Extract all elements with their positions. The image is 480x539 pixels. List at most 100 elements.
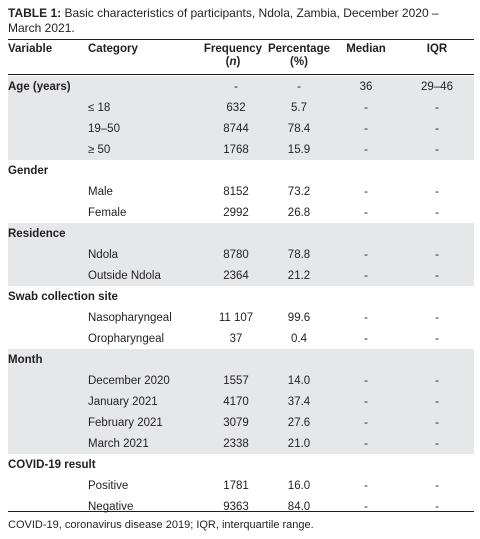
table-footnote: COVID-19, coronavirus disease 2019; IQR,… — [8, 519, 314, 531]
median-cell: - — [364, 396, 368, 408]
section-label: Residence — [8, 228, 66, 240]
table-row: Female 2992 26.8 - - — [8, 202, 474, 223]
shaded-band — [8, 76, 474, 160]
category-cell: December 2020 — [88, 375, 170, 387]
header-frequency: Frequency (n) — [198, 43, 268, 69]
frequency-cell: 8152 — [223, 186, 249, 198]
percentage-cell: 21.2 — [287, 270, 311, 282]
percentage-cell: 15.9 — [287, 144, 311, 156]
frequency-cell: 2992 — [223, 207, 249, 219]
category-cell: Oropharyngeal — [88, 333, 165, 345]
section-row: Age (years) - - 36 29–46 — [8, 76, 474, 97]
table-row: 19–50 8744 78.4 - - — [8, 118, 474, 139]
frequency-cell: 8744 — [223, 123, 249, 135]
table-row: ≥ 50 1768 15.9 - - — [8, 139, 474, 160]
table-row: February 2021 3079 27.6 - - — [8, 412, 474, 433]
category-cell: Ndola — [88, 249, 119, 261]
category-cell: ≤ 18 — [88, 102, 111, 114]
header-variable: Variable — [8, 43, 53, 55]
median-cell: - — [364, 123, 368, 135]
frequency-cell: 37 — [229, 333, 243, 345]
percentage-cell: 99.6 — [287, 312, 311, 324]
iqr-cell: 29–46 — [421, 81, 453, 93]
category-cell: Outside Ndola — [88, 270, 161, 282]
table-row: January 2021 4170 37.4 - - — [8, 391, 474, 412]
shaded-band — [8, 349, 474, 454]
category-cell: Positive — [88, 480, 129, 492]
iqr-cell: - — [435, 144, 439, 156]
table-row: Outside Ndola 2364 21.2 - - — [8, 265, 474, 286]
frequency-cell: 8780 — [223, 249, 249, 261]
header-percentage: Percentage (%) — [266, 43, 332, 69]
header-percentage-unit: (%) — [290, 56, 308, 68]
section-label: Month — [8, 354, 43, 366]
median-cell: - — [364, 249, 368, 261]
frequency-cell: 1781 — [223, 480, 249, 492]
median-cell: - — [364, 102, 368, 114]
shaded-band — [8, 223, 474, 286]
iqr-cell: - — [435, 249, 439, 261]
header-percentage-label: Percentage — [267, 43, 330, 55]
median-cell: 36 — [359, 81, 373, 93]
category-cell: ≥ 50 — [88, 144, 111, 156]
iqr-cell: - — [435, 438, 439, 450]
header-iqr: IQR — [426, 43, 448, 55]
table-row: Positive 1781 16.0 - - — [8, 475, 474, 496]
header-frequency-unit: (n) — [225, 56, 241, 68]
table-row: Oropharyngeal 37 0.4 - - — [8, 328, 474, 349]
category-cell: Nasopharyngeal — [88, 312, 172, 324]
iqr-cell: - — [435, 417, 439, 429]
header-median: Median — [346, 43, 386, 55]
section-label: Age (years) — [8, 81, 71, 93]
section-label: Gender — [8, 165, 49, 177]
section-label: Swab collection site — [8, 291, 118, 303]
table-row: ≤ 18 632 5.7 - - — [8, 97, 474, 118]
header-frequency-label: Frequency — [203, 43, 263, 55]
percentage-cell: 78.8 — [287, 249, 311, 261]
median-cell: - — [364, 312, 368, 324]
header-category: Category — [88, 43, 138, 55]
iqr-cell: - — [435, 375, 439, 387]
median-cell: - — [364, 438, 368, 450]
median-cell: - — [364, 480, 368, 492]
table-row: Male 8152 73.2 - - — [8, 181, 474, 202]
category-cell: 19–50 — [88, 123, 120, 135]
category-cell: March 2021 — [88, 438, 149, 450]
table-caption: TABLE 1: Basic characteristics of partic… — [8, 6, 474, 36]
frequency-cell: 1768 — [223, 144, 249, 156]
iqr-cell: - — [435, 501, 439, 513]
median-cell: - — [364, 144, 368, 156]
median-cell: - — [364, 417, 368, 429]
iqr-cell: - — [435, 186, 439, 198]
iqr-cell: - — [435, 207, 439, 219]
frequency-cell: 632 — [226, 102, 246, 114]
median-cell: - — [364, 270, 368, 282]
percentage-cell: 14.0 — [287, 375, 311, 387]
iqr-cell: - — [435, 270, 439, 282]
section-row: Residence — [8, 223, 474, 244]
section-row: Month — [8, 349, 474, 370]
percentage-cell: - — [297, 81, 301, 93]
category-cell: Negative — [88, 501, 134, 513]
median-cell: - — [364, 333, 368, 345]
table-row: March 2021 2338 21.0 - - — [8, 433, 474, 454]
iqr-cell: - — [435, 102, 439, 114]
percentage-cell: 5.7 — [291, 102, 307, 114]
category-cell: Male — [88, 186, 113, 198]
frequency-cell: 2364 — [223, 270, 249, 282]
table-label: TABLE 1: — [8, 6, 62, 20]
median-cell: - — [364, 375, 368, 387]
table-row: Ndola 8780 78.8 - - — [8, 244, 474, 265]
frequency-cell: 11 107 — [218, 312, 254, 324]
category-cell: February 2021 — [88, 417, 163, 429]
section-row: Gender — [8, 160, 474, 181]
percentage-cell: 26.8 — [287, 207, 311, 219]
percentage-cell: 78.4 — [287, 123, 311, 135]
iqr-cell: - — [435, 396, 439, 408]
section-label: COVID-19 result — [8, 459, 96, 471]
section-row: COVID-19 result — [8, 454, 474, 475]
percentage-cell: 84.0 — [287, 501, 311, 513]
frequency-cell: - — [234, 81, 238, 93]
frequency-cell: 9363 — [223, 501, 249, 513]
percentage-cell: 37.4 — [287, 396, 311, 408]
